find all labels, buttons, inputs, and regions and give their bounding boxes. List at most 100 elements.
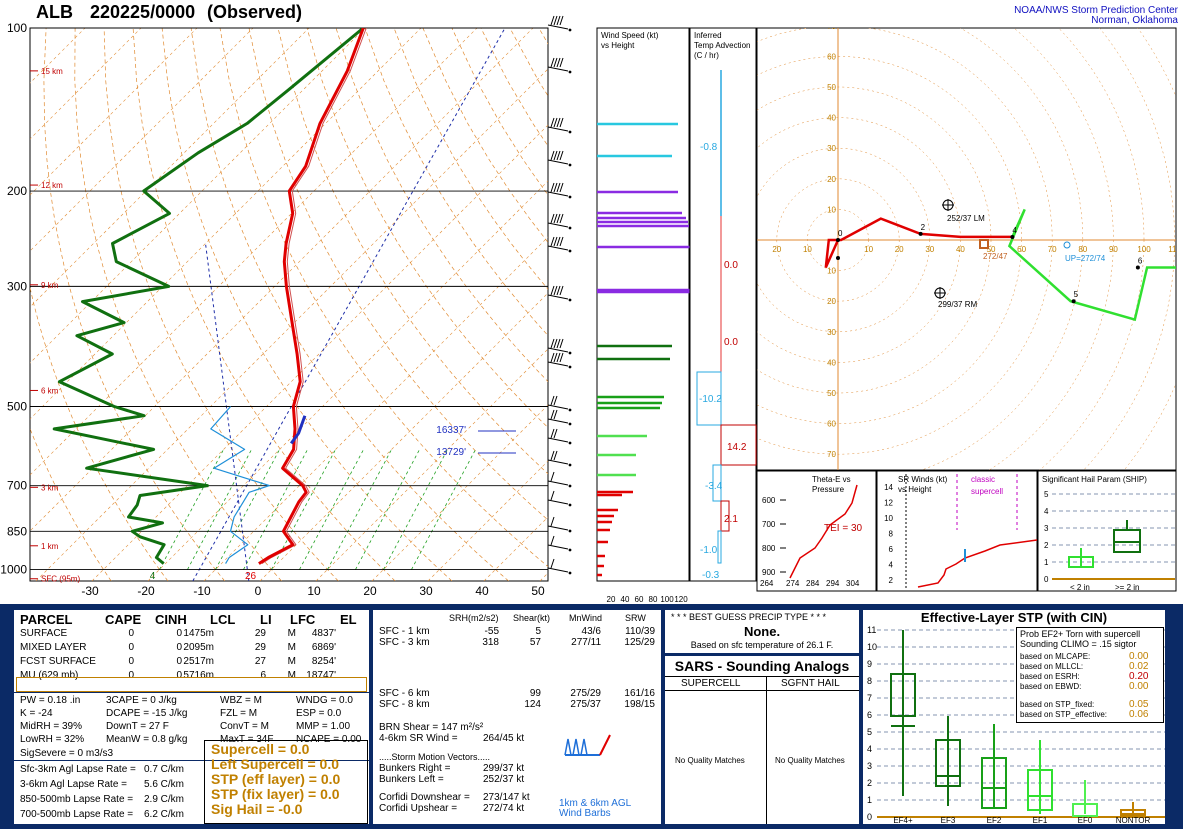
srw-title2: vs Height: [898, 485, 932, 494]
barb-flag: [550, 182, 555, 193]
hodo-point: [836, 256, 840, 260]
stp-title: Effective-Layer STP (with CIN): [920, 610, 1108, 625]
ship-chart: Significant Hail Param (SHIP) 5 4 3 2 1 0 < 2 i…: [1042, 475, 1175, 592]
ship-y-tick: 1: [1044, 558, 1049, 567]
hodo-marker-label: 252/37 LM: [947, 214, 985, 223]
sr-wind-label: 4-6km SR Wind =: [379, 733, 458, 744]
isotherm: [30, 28, 478, 476]
lapse-label: 3-6km Agl Lapse Rate =: [20, 779, 128, 790]
precip-note: Based on sfc temperature of 26.1 F.: [690, 640, 834, 650]
advection-value: -0.8: [700, 142, 718, 153]
mixing-ratio-line: [383, 449, 448, 570]
corfidi-label: Corfidi Downshear =: [379, 792, 470, 803]
kin-hdr-mnwind: MnWind: [569, 613, 603, 623]
stp-prob-box: Prob EF2+ Torn with supercell Sounding C…: [1016, 627, 1164, 723]
lapse-label: 850-500mb Lapse Rate =: [20, 794, 134, 805]
hdr-cinh: CINH: [155, 612, 187, 627]
barb-flag: [559, 352, 564, 363]
dry-adiabat: [393, 28, 548, 290]
advection-value: 14.2: [727, 442, 747, 453]
prob-sub: Sounding CLIMO = .15 sigtor: [1020, 639, 1137, 649]
barb-staff: [547, 544, 569, 550]
barb-flag: [553, 352, 558, 363]
parcel-cell: 27: [254, 656, 266, 667]
upshear-marker: [1063, 241, 1071, 249]
temp-tick: -30: [81, 584, 99, 598]
barb-flag: [553, 57, 558, 68]
advection-value: -3.4: [705, 481, 723, 492]
ship-cat: >= 2 in: [1115, 583, 1139, 592]
org-name: NOAA/NWS Storm Prediction Center: [1014, 5, 1179, 16]
srw-y-tick: 6: [889, 545, 894, 554]
sars-supercell-result: No Quality Matches: [675, 756, 745, 765]
kin-cell: 110/39: [625, 626, 655, 637]
thetae-x-tick: 294: [826, 579, 840, 588]
kin-cell: 198/15: [624, 699, 655, 710]
stp-box: [890, 673, 916, 717]
barb-flag: [559, 285, 564, 296]
stp-cat: EF1: [1033, 816, 1048, 824]
barb-staff: [547, 191, 569, 197]
stp-box: [1027, 769, 1053, 811]
dewpoint-line: [52, 28, 365, 565]
kin-cell: -55: [484, 626, 499, 637]
index-cell: MidRH = 39%: [20, 721, 82, 732]
barb-flag: [550, 213, 555, 224]
temp-tick: 0: [255, 584, 262, 598]
hodo-x-tick: 60: [1017, 245, 1026, 254]
hdr-li: LI: [260, 612, 272, 627]
stp-y-tick: 7: [867, 693, 872, 703]
hodo-point: [1010, 234, 1015, 239]
skewt-background: [30, 28, 548, 581]
prob-value: 0.02: [1129, 661, 1149, 672]
precip-panel: * * * BEST GUESS PRECIP TYPE * * * None.…: [665, 610, 859, 653]
prob-title: Prob EF2+ Torn with supercell: [1020, 629, 1141, 639]
agl-barbs-icon: [564, 734, 611, 756]
temp-tick: 20: [363, 584, 377, 598]
barb-flag: [550, 535, 555, 546]
ship-y-tick: 5: [1044, 490, 1049, 499]
srw-y-tick: 2: [889, 576, 894, 585]
barb-staff: [547, 567, 569, 573]
hodo-trace-mid: [1007, 208, 1176, 322]
srw-note: classic: [971, 475, 995, 484]
hodo-x-tick: 90: [1109, 245, 1118, 254]
stp-box: [981, 757, 1007, 809]
srw-note2: supercell: [971, 487, 1003, 496]
isotherm: [259, 292, 548, 581]
advection-bar: [720, 424, 757, 466]
hodograph: 20 10 10 20 30 40 50 60 70 80 90 100 110706050403020…: [757, 28, 1176, 470]
height-label: 6 km: [41, 386, 59, 395]
barb-flag: [559, 338, 564, 349]
advection-bar: [712, 464, 722, 502]
divider: [14, 760, 369, 761]
hodo-x-tick: 10: [803, 245, 812, 254]
thetae-line: [789, 484, 858, 579]
thetae-title: Theta-E vs: [812, 475, 851, 484]
barb-staff: [547, 24, 569, 30]
mixing-ratio-line: [271, 449, 336, 570]
barb-flag: [553, 428, 558, 439]
isotherm: [147, 180, 548, 581]
height-label: 15 km: [41, 67, 63, 76]
parcel-cell: 1475m: [183, 628, 214, 639]
wetbulb-line: [210, 406, 270, 564]
barb-staff: [547, 418, 569, 424]
sars-hail-result: No Quality Matches: [775, 756, 845, 765]
barb-staff: [547, 404, 569, 410]
thetae-y-tick: 700: [762, 520, 776, 529]
parcel-cell: M: [287, 670, 296, 681]
parcel-cell: 0: [128, 642, 134, 653]
barb-flag: [559, 150, 564, 161]
kin-cell: SFC - 3 km: [379, 637, 430, 648]
barb-dot: [568, 548, 572, 552]
srw-y-tick: 12: [884, 499, 893, 508]
hodo-point: [1135, 265, 1140, 270]
hodo-y-tick: 20: [827, 297, 836, 306]
index-cell: ConvT = M: [220, 721, 269, 732]
kin-cell: 318: [482, 637, 499, 648]
barb-dot: [568, 441, 572, 445]
hodo-y-tick: 70: [827, 450, 836, 459]
advection-value: -1.0: [700, 545, 718, 556]
barb-dot: [568, 28, 572, 32]
